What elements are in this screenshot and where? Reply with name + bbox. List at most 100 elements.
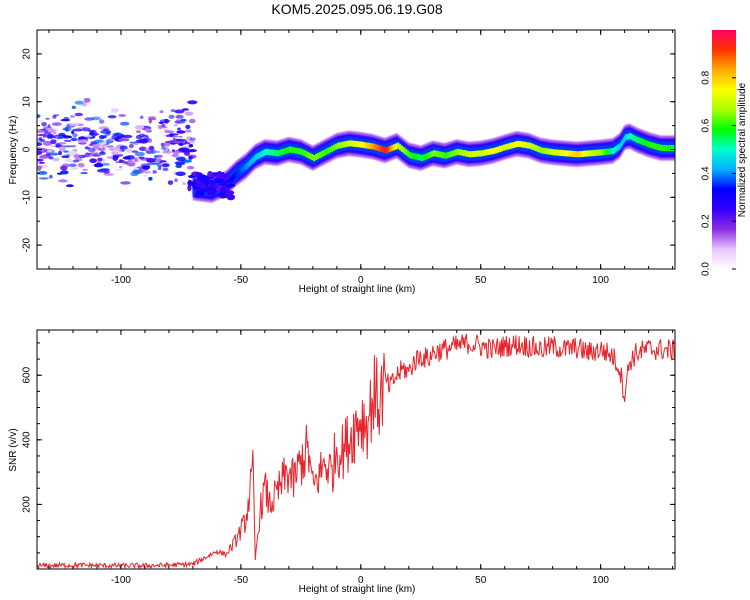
noise-blob <box>97 157 103 162</box>
ridge-cell <box>570 150 574 157</box>
noise-blob <box>143 174 147 177</box>
noise-blob <box>120 181 131 185</box>
noise-blob <box>68 163 77 167</box>
noise-blob <box>103 173 115 176</box>
ridge-cell <box>562 150 566 157</box>
colorbar-tick-label: 0.8 <box>701 70 712 84</box>
ridge-onset-blob <box>220 187 225 195</box>
noise-blob <box>37 150 43 156</box>
ridge-cell <box>390 144 394 152</box>
noise-blob <box>101 162 110 166</box>
ridge-cell <box>328 146 332 153</box>
noise-blob <box>37 161 40 165</box>
ridge-cell <box>350 140 354 147</box>
ridge-cell <box>418 154 422 161</box>
ridge-cell <box>264 148 268 156</box>
ridge-cell <box>665 144 669 152</box>
x-tick-label: -100 <box>111 275 131 286</box>
ridge-cell <box>366 142 370 149</box>
ridge-cell <box>360 141 364 148</box>
ridge-onset-blob <box>221 173 228 178</box>
ridge-cell <box>556 149 560 156</box>
ridge-cell <box>324 148 328 156</box>
noise-blob <box>182 182 187 186</box>
noise-blob <box>76 157 81 160</box>
ridge-cell <box>540 147 544 154</box>
noise-blob <box>46 134 54 139</box>
ridge-cell <box>312 154 316 162</box>
ridge-cell <box>590 150 594 157</box>
noise-blob <box>77 139 88 144</box>
ridge-cell <box>518 140 522 148</box>
noise-blob <box>172 153 179 158</box>
noise-blob <box>65 154 70 159</box>
noise-blob <box>63 116 70 122</box>
ridge-cell <box>322 149 326 157</box>
ridge-cell <box>588 150 592 157</box>
noise-blob <box>150 162 161 165</box>
ridge-cell <box>516 140 520 147</box>
noise-blob <box>107 115 117 119</box>
noise-blob <box>126 148 132 154</box>
ridge-cell <box>458 149 462 156</box>
noise-blob <box>120 121 130 126</box>
noise-blob <box>103 128 110 131</box>
ridge-cell <box>346 140 350 147</box>
ridge-cell <box>558 149 562 156</box>
ridge-cell <box>364 142 368 149</box>
noise-blob <box>62 145 73 148</box>
noise-blob <box>45 117 50 120</box>
noise-blob <box>87 152 92 156</box>
noise-blob <box>184 129 192 133</box>
ridge-cell <box>586 150 590 157</box>
x-tick-label: 0 <box>358 275 364 286</box>
noise-blob <box>41 122 47 127</box>
noise-blob <box>176 130 186 134</box>
noise-blob <box>58 150 62 156</box>
y-tick-label: 400 <box>22 431 33 448</box>
noise-blob <box>170 109 176 112</box>
ridge-cell <box>494 147 498 154</box>
noise-blob <box>173 123 178 127</box>
ridge-cell <box>320 150 324 158</box>
spectrogram-frame <box>36 29 676 270</box>
ridge-band-1 <box>192 126 675 200</box>
ridge-cell <box>604 148 608 156</box>
ridge-cell <box>650 142 654 149</box>
ridge-cell <box>480 150 484 157</box>
ridge-cell <box>542 147 546 154</box>
ridge-onset-blob <box>225 183 236 188</box>
noise-blob <box>90 151 99 155</box>
ridge-cell <box>466 150 470 158</box>
noise-blob <box>110 108 119 113</box>
ridge-cell <box>394 143 398 150</box>
ridge-cell <box>470 150 474 158</box>
ridge-onset-blob <box>188 182 196 186</box>
x-tick-label: -100 <box>111 575 131 586</box>
noise-blob <box>100 168 110 172</box>
ridge-cell <box>476 150 480 157</box>
ridge-cell <box>502 144 506 151</box>
ridge-cell <box>310 153 314 161</box>
ridge-cell <box>316 152 320 160</box>
noise-blob <box>164 130 175 134</box>
noise-blob <box>57 142 67 145</box>
noise-blob <box>118 138 129 142</box>
noise-blob <box>187 100 198 105</box>
noise-blob <box>39 120 44 123</box>
noise-blob <box>140 168 146 172</box>
noise-blob <box>87 129 97 133</box>
snr-panel: -100 -50 0 50 100 200 400 600 Height of straigh… <box>8 329 676 595</box>
noise-blob <box>130 171 139 177</box>
ridge-cell <box>598 149 602 156</box>
ridge-cell <box>606 148 610 155</box>
ridge-cell <box>380 146 384 153</box>
ridge-cell <box>400 145 404 153</box>
noise-blob <box>43 140 52 146</box>
ridge-cell <box>554 149 558 156</box>
noise-blob <box>82 168 88 171</box>
noise-blob <box>98 151 106 156</box>
x-tick-label: -50 <box>234 575 249 586</box>
noise-blob <box>83 97 91 103</box>
